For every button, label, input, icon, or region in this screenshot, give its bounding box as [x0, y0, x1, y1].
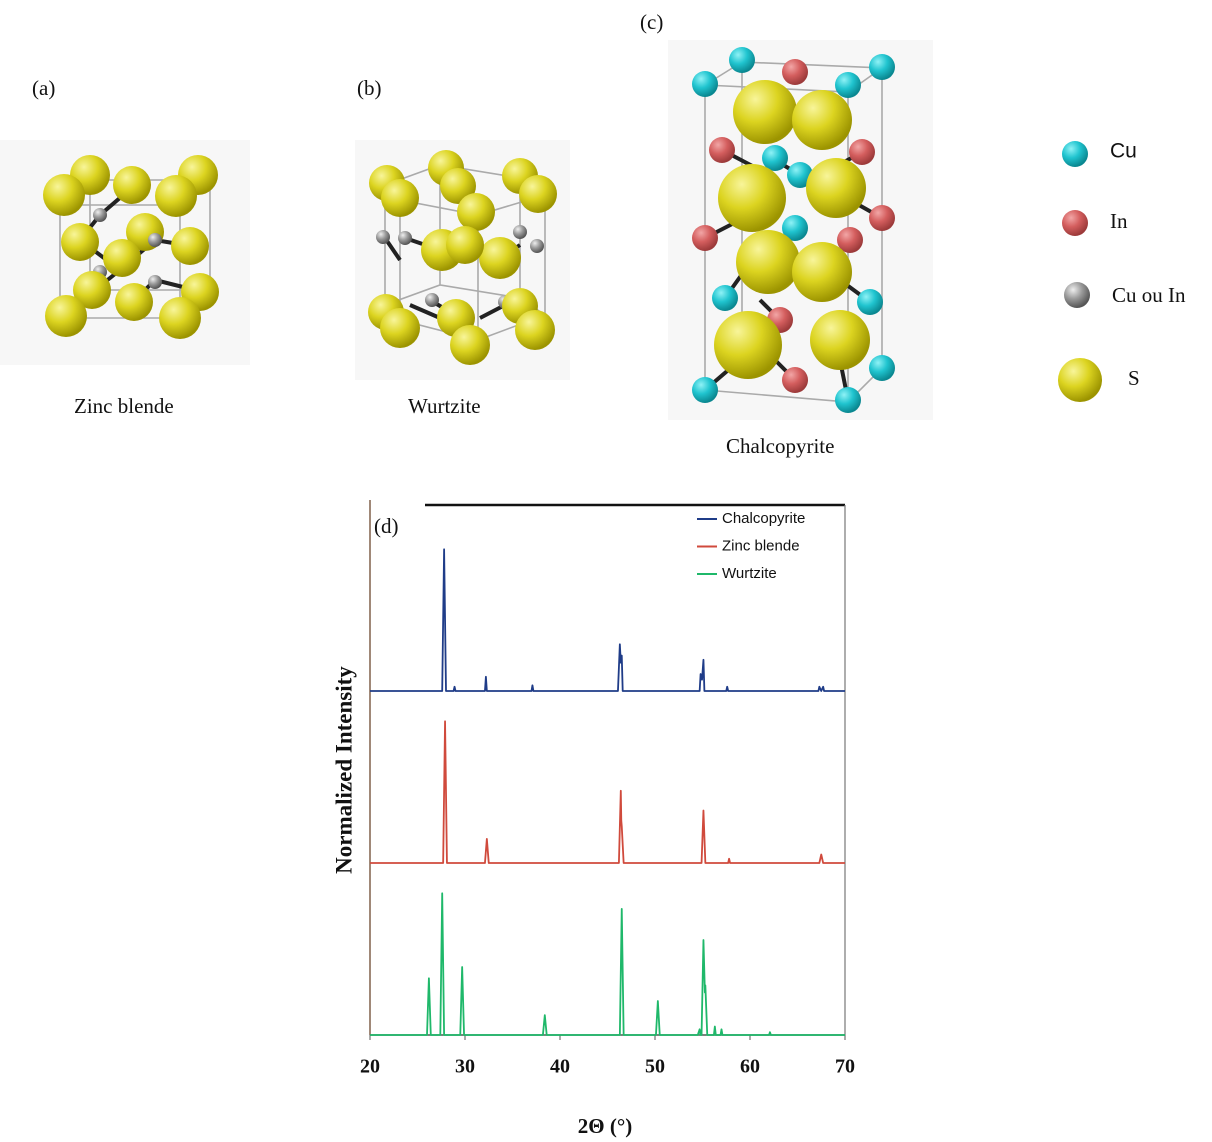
xrd-line: [370, 548, 845, 692]
legend-swatch: [1058, 358, 1102, 402]
x-tick-label: 20: [360, 1056, 380, 1078]
legend-swatch: [1062, 141, 1088, 167]
legend-label: S: [1128, 366, 1140, 390]
panel-name: Wurtzite: [408, 394, 481, 418]
legend-swatch: [1062, 210, 1088, 236]
zinc-blende-structure: [0, 140, 250, 365]
x-tick-label: 40: [550, 1056, 570, 1078]
x-tick-label: 60: [740, 1056, 760, 1078]
x-axis-title: 2Θ (°): [578, 1114, 632, 1138]
legend-label: Cu: [1110, 140, 1137, 163]
panel-letter: (b): [357, 76, 382, 100]
xrd-line: [370, 720, 845, 864]
x-tick-label: 50: [645, 1056, 665, 1078]
panel-letter: (a): [32, 76, 55, 100]
y-axis-title: Normalized Intensity: [331, 666, 356, 874]
legend-label: In: [1110, 209, 1128, 233]
x-tick-label: 30: [455, 1056, 475, 1078]
wurtzite-structure: [355, 140, 570, 380]
panel-letter: (c): [640, 10, 663, 34]
panel-name: Zinc blende: [74, 394, 174, 418]
xrd-line: [370, 892, 845, 1036]
x-tick-label: 70: [835, 1056, 855, 1078]
legend-label: Cu ou In: [1112, 283, 1186, 307]
legend-label: Wurtzite: [722, 565, 777, 582]
atom-legend: Cu In Cu ou In S: [1058, 140, 1186, 402]
chalcopyrite-structure: [668, 40, 933, 420]
panel-letter: (d): [374, 514, 399, 538]
legend-label: Zinc blende: [722, 537, 800, 554]
legend-swatch: [1064, 282, 1090, 308]
legend-label: Chalcopyrite: [722, 510, 805, 527]
panel-name: Chalcopyrite: [726, 434, 834, 458]
